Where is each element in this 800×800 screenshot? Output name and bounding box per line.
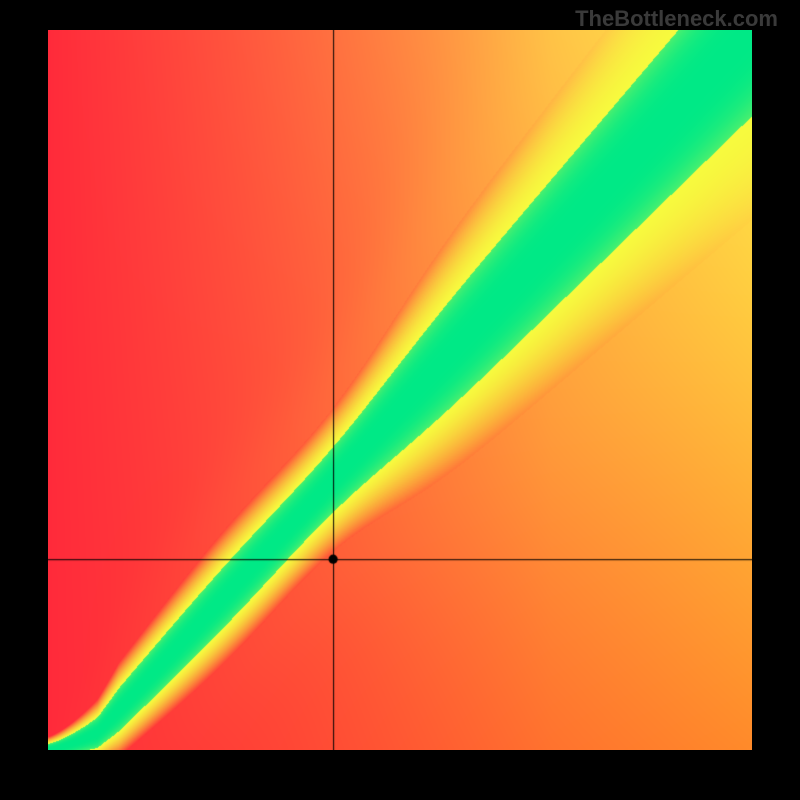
bottleneck-heatmap	[48, 30, 752, 750]
heatmap-canvas	[48, 30, 752, 750]
watermark-text: TheBottleneck.com	[575, 6, 778, 32]
